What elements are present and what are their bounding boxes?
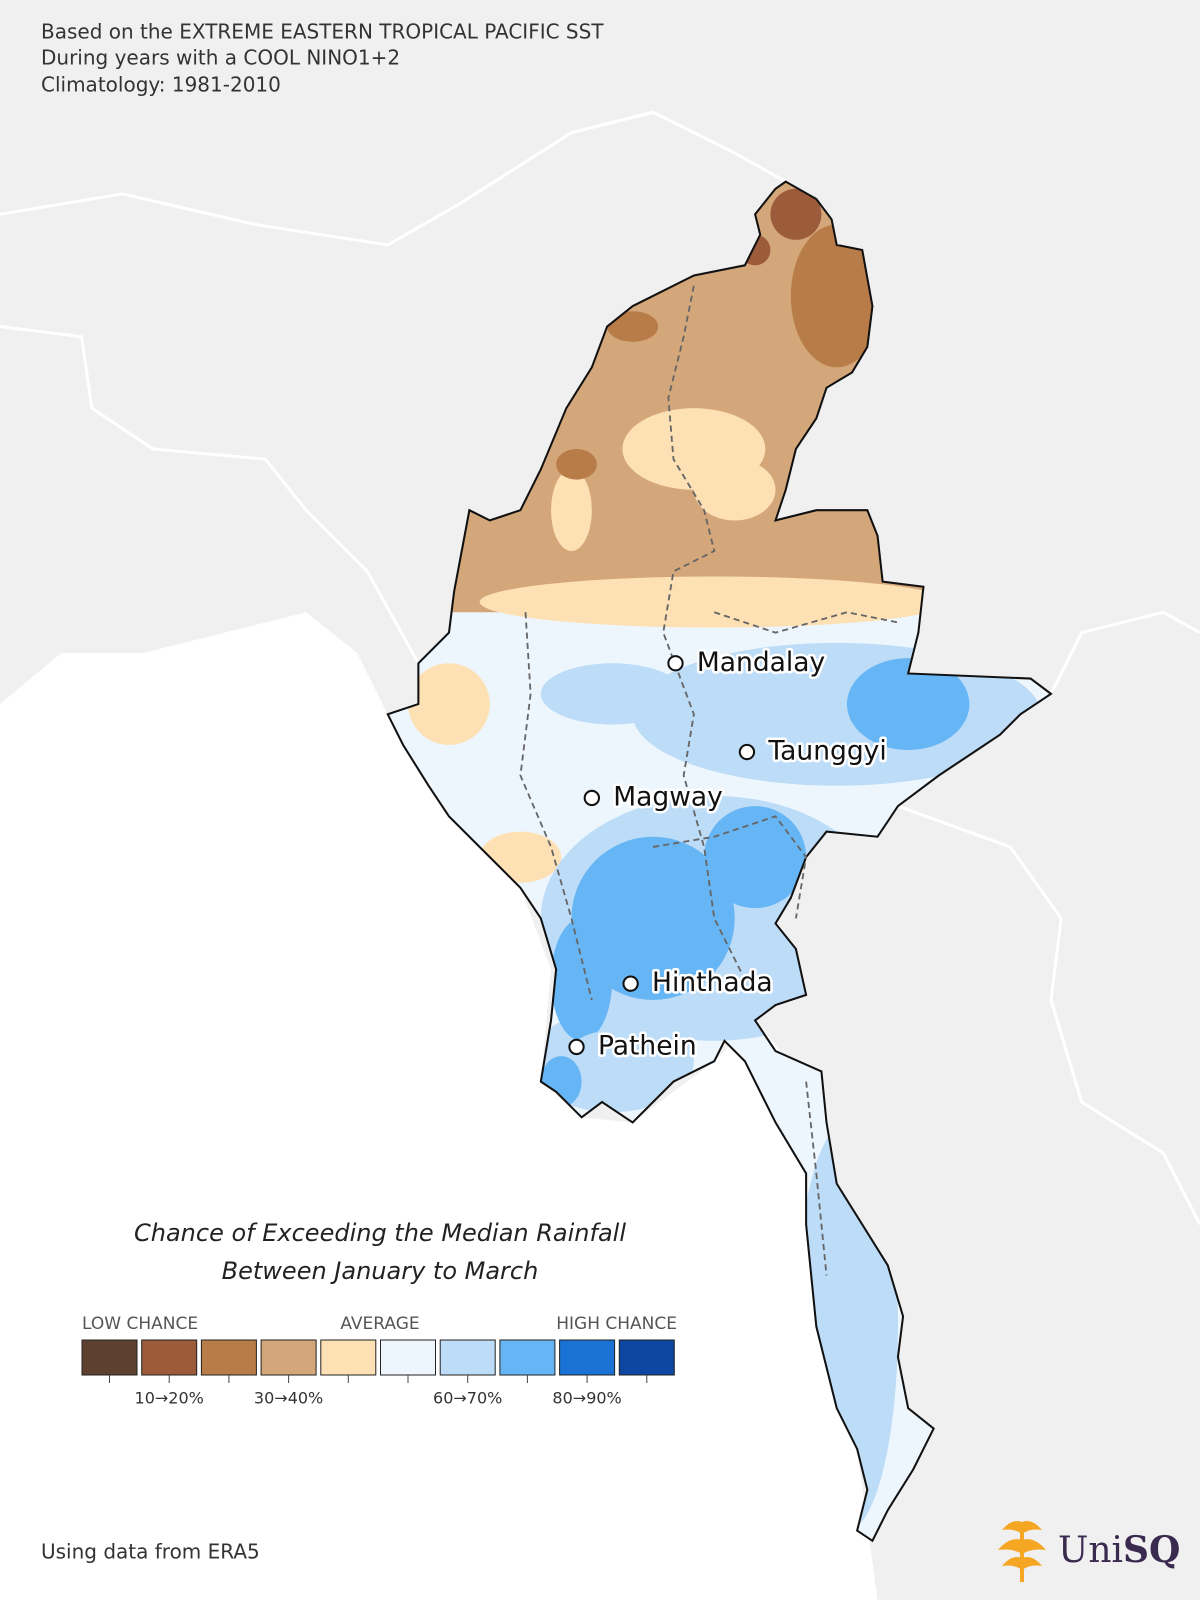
header-line: Based on the EXTREME EASTERN TROPICAL PA… [41, 20, 604, 44]
header-line: Climatology: 1981-2010 [41, 73, 281, 97]
state-border [713, 611, 899, 634]
logo-icon [998, 1521, 1046, 1582]
legend-swatch [380, 1339, 436, 1376]
city-marker [622, 975, 639, 992]
city-label: Magway [613, 781, 723, 812]
city-label: Hinthada [652, 967, 773, 998]
legend-swatch [200, 1339, 257, 1376]
state-border [652, 815, 808, 919]
legend-high: HIGH CHANCE [556, 1314, 677, 1334]
legend-tick-label: 30→40% [254, 1389, 323, 1408]
border [1049, 610, 1200, 695]
city-marker [568, 1038, 585, 1056]
rainfall-zone [693, 459, 776, 521]
state-borders [519, 285, 899, 1276]
legend-swatch [260, 1339, 317, 1376]
cities: Mandalay Taunggyi Magway Hinthada Pathein [568, 644, 889, 1064]
rainfall-zone [704, 806, 807, 909]
legend-low: LOW CHANCE [82, 1314, 198, 1334]
legend-tick-label: 60→70% [433, 1389, 502, 1408]
rainfall-zone [790, 224, 883, 368]
city-marker [738, 743, 756, 761]
city-marker [667, 655, 684, 672]
rainfall-zone [551, 469, 592, 552]
rainfall-zone [571, 836, 735, 1000]
legend-title: Between January to March [222, 1257, 539, 1285]
legend-swatch [559, 1339, 616, 1376]
city-label: Pathein [598, 1030, 697, 1061]
legend-swatch [618, 1339, 675, 1376]
border [0, 110, 787, 247]
state-border [519, 612, 593, 1001]
legend-average: AVERAGE [340, 1314, 419, 1334]
header-line: During years with a COOL NINO1+2 [41, 46, 400, 70]
overlay: Based on the EXTREME EASTERN TROPICAL PA… [41, 20, 1180, 1582]
legend-tick-label: 80→90% [552, 1389, 621, 1408]
rainfall-zone [571, 1030, 654, 1072]
city-label: Mandalay [697, 647, 825, 678]
city-marker [583, 789, 600, 807]
rainfall-zone [607, 311, 659, 342]
legend-swatch [320, 1339, 377, 1376]
border [0, 325, 420, 665]
city-label: Taunggyi [767, 736, 886, 767]
borders [0, 110, 1200, 1226]
rainfall-zone [551, 918, 613, 1041]
legend-tick-label: 10→20% [135, 1389, 204, 1408]
logo-text: UniSQ [1058, 1529, 1180, 1571]
legend-swatch [81, 1339, 138, 1376]
rainfall-zone [479, 576, 949, 628]
legend-title: Chance of Exceeding the Median Rainfall [134, 1219, 626, 1247]
rainfall-zone [540, 663, 684, 725]
rainfall-zone [556, 448, 597, 480]
border [897, 804, 1200, 1226]
land [948, 1275, 1200, 1600]
legend-swatch [439, 1339, 496, 1376]
rainfall-zone [846, 658, 970, 750]
logo-uni: Uni [1058, 1530, 1123, 1571]
logo: UniSQ [998, 1521, 1180, 1582]
footer: Using data from ERA5 [41, 1540, 260, 1564]
legend-swatch [499, 1339, 556, 1376]
rainfall-zone [770, 188, 822, 240]
legend-swatch [141, 1339, 198, 1376]
state-border [805, 1081, 828, 1276]
logo-sq: SQ [1123, 1529, 1180, 1571]
rainfall-zone [499, 744, 643, 827]
rainfall-zone [408, 663, 490, 745]
state-border [662, 285, 746, 980]
legend: 10→20% 30→40% 60→70% 80→90% [81, 1339, 675, 1408]
